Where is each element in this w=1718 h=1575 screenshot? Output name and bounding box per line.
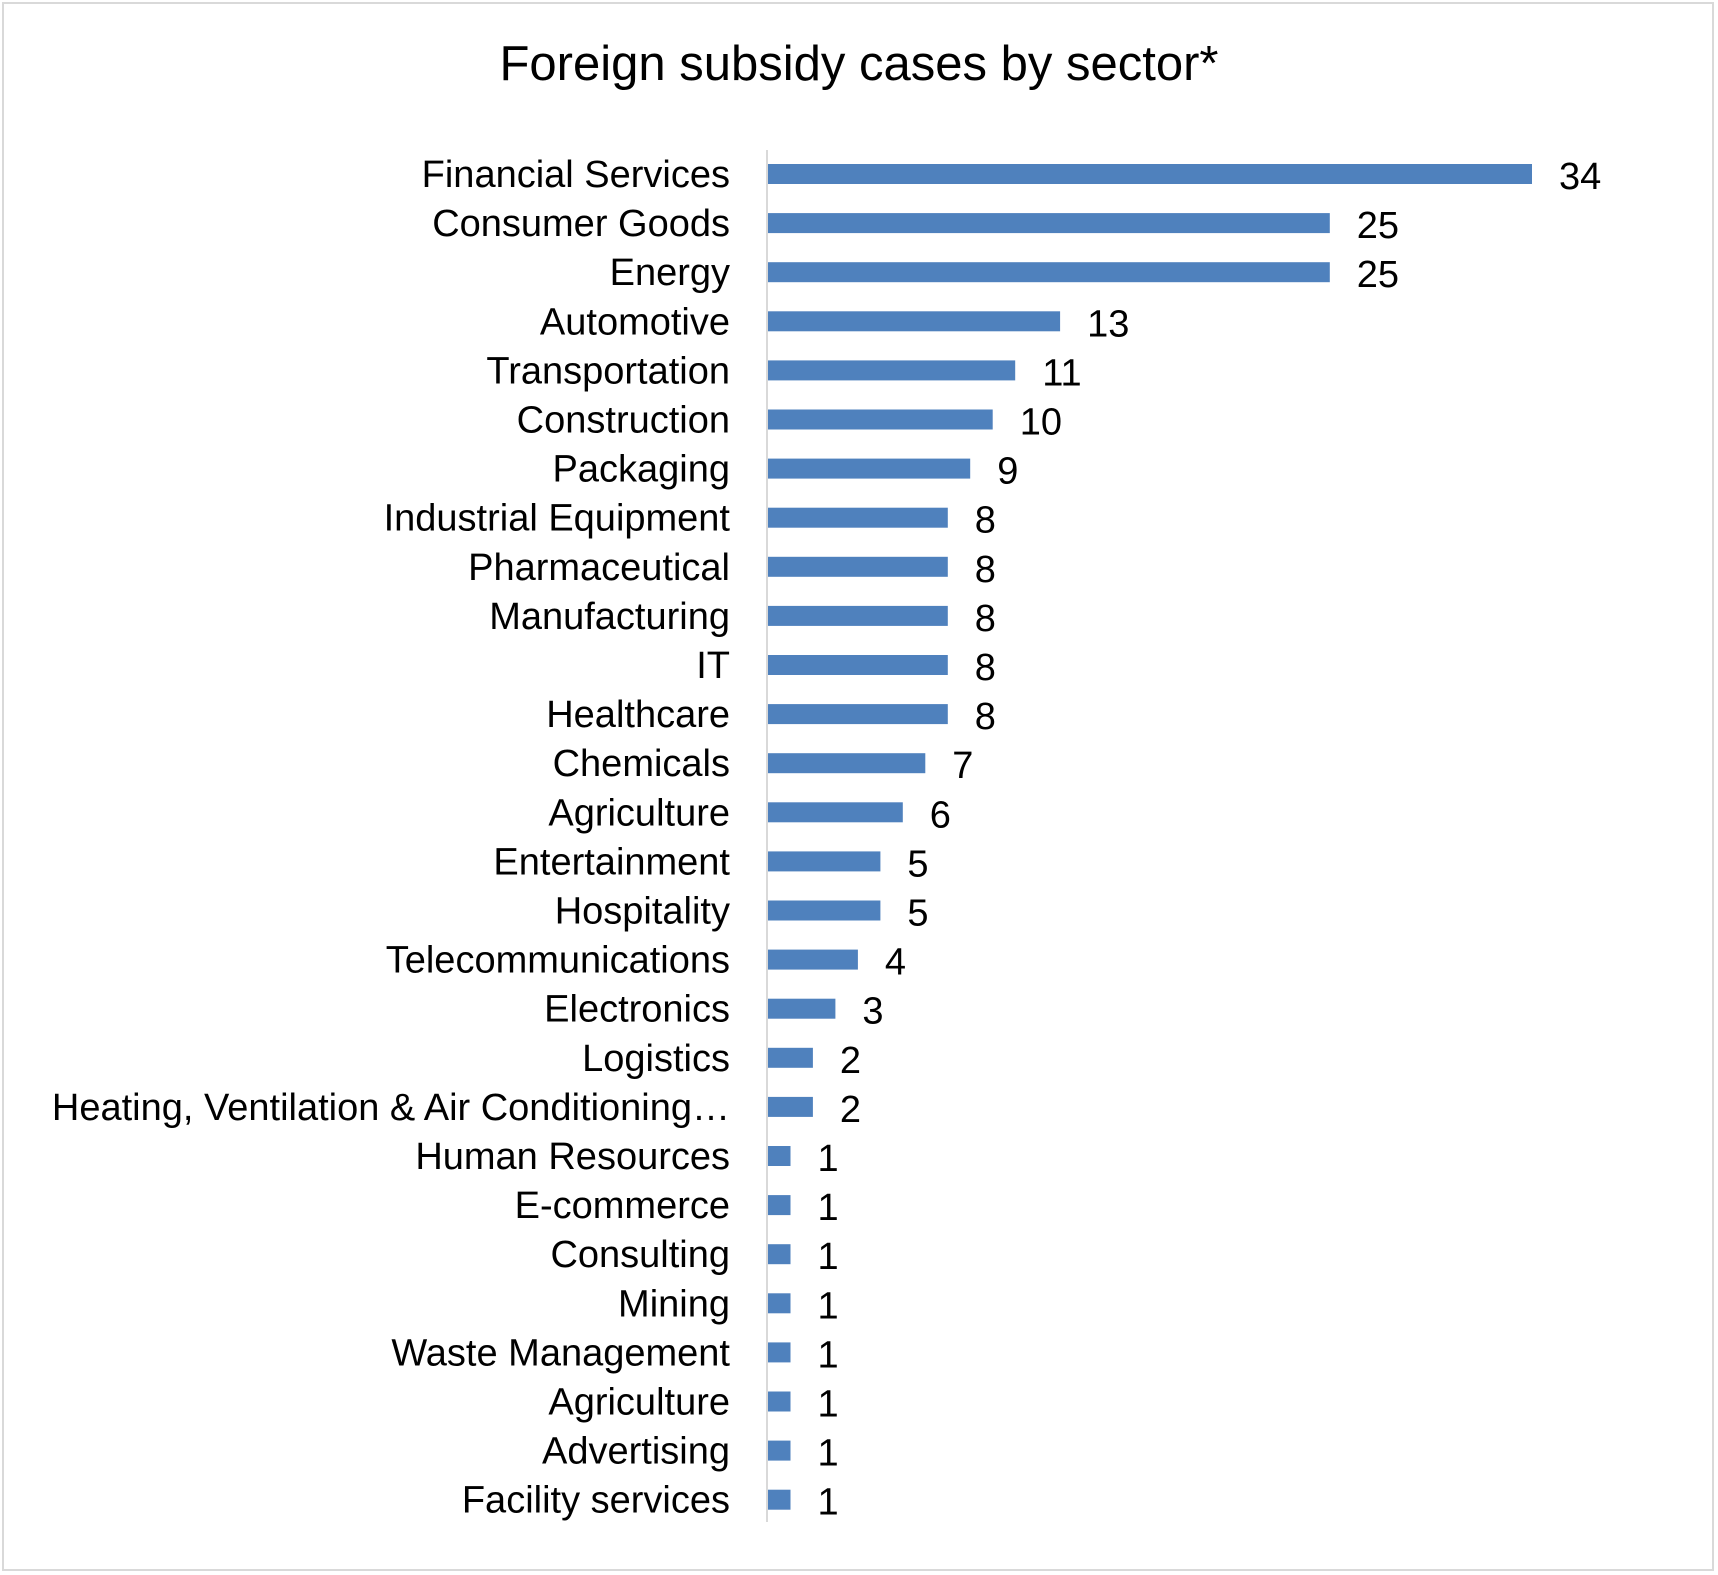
- value-label: 8: [975, 647, 996, 689]
- value-label: 1: [818, 1384, 839, 1426]
- category-label: IT: [696, 645, 730, 687]
- value-label: 9: [997, 451, 1018, 493]
- value-label: 8: [975, 549, 996, 591]
- bar: [768, 998, 836, 1019]
- category-label: E-commerce: [515, 1185, 730, 1227]
- bar: [768, 1489, 791, 1510]
- value-label: 8: [975, 598, 996, 640]
- value-label: 7: [952, 745, 973, 787]
- category-label: Agriculture: [548, 792, 730, 834]
- bar: [768, 409, 993, 430]
- category-label: Electronics: [544, 989, 730, 1031]
- category-label: Financial Services: [422, 154, 730, 196]
- bar: [768, 605, 948, 626]
- bar: [768, 360, 1016, 381]
- bar: [768, 1244, 791, 1265]
- value-label: 1: [818, 1285, 839, 1327]
- category-label: Advertising: [542, 1431, 730, 1473]
- bar: [768, 1195, 791, 1216]
- bar: [768, 556, 948, 577]
- value-label: 8: [975, 696, 996, 738]
- bar: [768, 311, 1061, 332]
- bar: [768, 1391, 791, 1412]
- category-label: Facility services: [462, 1480, 730, 1522]
- value-label: 1: [818, 1138, 839, 1180]
- category-label: Pharmaceutical: [468, 547, 730, 589]
- category-label: Automotive: [540, 301, 730, 343]
- value-label: 10: [1020, 402, 1062, 444]
- value-label: 25: [1357, 205, 1399, 247]
- category-label: Healthcare: [546, 694, 730, 736]
- bar: [768, 802, 903, 823]
- bar: [768, 1342, 791, 1363]
- value-label: 11: [1042, 352, 1081, 394]
- category-label: Human Resources: [415, 1136, 730, 1178]
- bar: [768, 900, 881, 921]
- value-label: 6: [930, 794, 951, 836]
- category-label: Consulting: [550, 1234, 730, 1276]
- bar: [768, 458, 971, 479]
- bar: [768, 164, 1532, 184]
- category-label: Industrial Equipment: [384, 498, 731, 540]
- value-label: 13: [1087, 303, 1129, 345]
- value-label: 5: [907, 893, 928, 935]
- bar: [768, 213, 1330, 234]
- category-label: Entertainment: [493, 841, 730, 883]
- category-label: Manufacturing: [489, 596, 730, 638]
- value-label: 25: [1357, 254, 1399, 296]
- category-label: Transportation: [486, 350, 730, 392]
- value-label: 1: [818, 1334, 839, 1376]
- value-label: 1: [818, 1433, 839, 1475]
- bar: [768, 1096, 813, 1117]
- category-label: Agriculture: [548, 1382, 730, 1424]
- value-label: 4: [885, 942, 906, 984]
- bar: [768, 1047, 813, 1068]
- bar: [768, 262, 1330, 283]
- chart-title: Foreign subsidy cases by sector*: [500, 37, 1219, 91]
- category-label: Telecommunications: [386, 940, 730, 982]
- category-label: Waste Management: [391, 1332, 730, 1374]
- bar: [768, 1293, 791, 1314]
- value-label: 1: [818, 1482, 839, 1524]
- bar: [768, 704, 948, 725]
- value-label: 3: [862, 991, 883, 1033]
- category-label: Chemicals: [553, 743, 730, 785]
- bar: [768, 949, 858, 970]
- category-label: Mining: [618, 1283, 730, 1325]
- category-label: Energy: [610, 252, 730, 294]
- value-label: 1: [818, 1236, 839, 1278]
- bar: [768, 851, 881, 872]
- value-label: 5: [907, 843, 928, 885]
- category-label: Heating, Ventilation & Air Conditioning…: [52, 1087, 730, 1129]
- category-label: Consumer Goods: [432, 203, 730, 245]
- category-label: Logistics: [582, 1038, 730, 1080]
- value-label: 34: [1559, 156, 1601, 198]
- bar: [768, 655, 948, 675]
- value-label: 1: [818, 1187, 839, 1229]
- value-label: 2: [840, 1089, 861, 1131]
- value-label: 8: [975, 500, 996, 542]
- bar: [768, 1146, 791, 1166]
- category-label: Hospitality: [555, 891, 730, 933]
- category-label: Packaging: [553, 449, 730, 491]
- bar: [768, 753, 926, 774]
- bar: [768, 507, 948, 528]
- bars-layer: [768, 164, 1532, 1510]
- bar: [768, 1440, 791, 1461]
- value-label: 2: [840, 1040, 861, 1082]
- category-label: Construction: [517, 400, 730, 442]
